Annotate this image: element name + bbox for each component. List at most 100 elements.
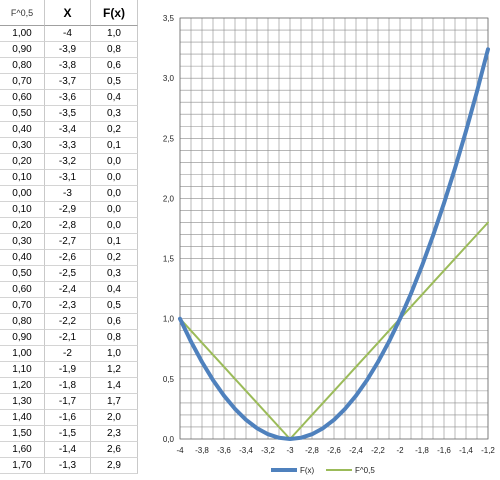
cell-f05[interactable]: 0,50 bbox=[0, 266, 45, 282]
cell-f05[interactable]: 1,10 bbox=[0, 362, 45, 378]
cell-f05[interactable]: 1,60 bbox=[0, 442, 45, 458]
cell-f05[interactable]: 0,10 bbox=[0, 202, 45, 218]
cell-fx[interactable]: 0,4 bbox=[91, 90, 138, 106]
cell-x[interactable]: -1,8 bbox=[45, 378, 91, 394]
cell-fx[interactable]: 2,0 bbox=[91, 410, 138, 426]
cell-x[interactable]: -3,4 bbox=[45, 122, 91, 138]
cell-x[interactable]: -3,8 bbox=[45, 58, 91, 74]
cell-f05[interactable]: 0,50 bbox=[0, 106, 45, 122]
cell-fx[interactable]: 1,2 bbox=[91, 362, 138, 378]
cell-fx[interactable]: 1,7 bbox=[91, 394, 138, 410]
cell-f05[interactable]: 0,00 bbox=[0, 186, 45, 202]
cell-f05[interactable]: 1,50 bbox=[0, 426, 45, 442]
cell-fx[interactable]: 0,0 bbox=[91, 186, 138, 202]
column-header-x[interactable]: X bbox=[45, 0, 91, 26]
x-tick-label: -4 bbox=[176, 446, 184, 455]
cell-f05[interactable]: 0,30 bbox=[0, 138, 45, 154]
series-line-f05 bbox=[179, 221, 489, 440]
table-row: 0,30 -3,3 0,1 bbox=[0, 138, 138, 154]
cell-f05[interactable]: 1,00 bbox=[0, 346, 45, 362]
cell-f05[interactable]: 0,20 bbox=[0, 218, 45, 234]
x-tick-label: -3,4 bbox=[239, 446, 253, 455]
cell-fx[interactable]: 0,5 bbox=[91, 298, 138, 314]
cell-fx[interactable]: 0,0 bbox=[91, 218, 138, 234]
cell-f05[interactable]: 0,60 bbox=[0, 282, 45, 298]
cell-fx[interactable]: 0,3 bbox=[91, 266, 138, 282]
cell-f05[interactable]: 0,20 bbox=[0, 154, 45, 170]
cell-x[interactable]: -1,6 bbox=[45, 410, 91, 426]
table-row: 0,60 -2,4 0,4 bbox=[0, 282, 138, 298]
cell-f05[interactable]: 0,70 bbox=[0, 74, 45, 90]
cell-x[interactable]: -2,9 bbox=[45, 202, 91, 218]
cell-fx[interactable]: 0,5 bbox=[91, 74, 138, 90]
cell-x[interactable]: -3,5 bbox=[45, 106, 91, 122]
cell-fx[interactable]: 2,6 bbox=[91, 442, 138, 458]
cell-f05[interactable]: 0,10 bbox=[0, 170, 45, 186]
cell-fx[interactable]: 2,9 bbox=[91, 458, 138, 474]
cell-f05[interactable]: 0,90 bbox=[0, 42, 45, 58]
column-header-f05[interactable]: F^0,5 bbox=[0, 0, 45, 26]
cell-x[interactable]: -1,5 bbox=[45, 426, 91, 442]
cell-fx[interactable]: 0,0 bbox=[91, 154, 138, 170]
cell-fx[interactable]: 0,3 bbox=[91, 106, 138, 122]
cell-x[interactable]: -1,4 bbox=[45, 442, 91, 458]
cell-f05[interactable]: 1,20 bbox=[0, 378, 45, 394]
cell-f05[interactable]: 1,40 bbox=[0, 410, 45, 426]
cell-x[interactable]: -3 bbox=[45, 186, 91, 202]
cell-fx[interactable]: 0,2 bbox=[91, 122, 138, 138]
cell-fx[interactable]: 0,4 bbox=[91, 282, 138, 298]
cell-x[interactable]: -2,7 bbox=[45, 234, 91, 250]
cell-x[interactable]: -2 bbox=[45, 346, 91, 362]
cell-x[interactable]: -2,8 bbox=[45, 218, 91, 234]
cell-x[interactable]: -4 bbox=[45, 26, 91, 42]
cell-x[interactable]: -3,6 bbox=[45, 90, 91, 106]
cell-f05[interactable]: 1,00 bbox=[0, 26, 45, 42]
cell-fx[interactable]: 0,0 bbox=[91, 170, 138, 186]
chart-area[interactable]: 0,0 0,5 1,0 1,5 2,0 2,5 3,0 3,5 -4 -3,8 -3,6 -3,4 -3… bbox=[138, 0, 500, 480]
x-tick-label: -1,4 bbox=[459, 446, 473, 455]
cell-x[interactable]: -3,2 bbox=[45, 154, 91, 170]
cell-x[interactable]: -2,4 bbox=[45, 282, 91, 298]
cell-f05[interactable]: 0,40 bbox=[0, 250, 45, 266]
cell-x[interactable]: -3,3 bbox=[45, 138, 91, 154]
cell-fx[interactable]: 0,8 bbox=[91, 42, 138, 58]
table-row: 1,70 -1,3 2,9 bbox=[0, 458, 138, 474]
cell-fx[interactable]: 2,3 bbox=[91, 426, 138, 442]
cell-fx[interactable]: 1,0 bbox=[91, 26, 138, 42]
cell-fx[interactable]: 1,4 bbox=[91, 378, 138, 394]
y-tick-label: 3,5 bbox=[163, 14, 175, 23]
cell-f05[interactable]: 0,80 bbox=[0, 58, 45, 74]
x-tick-label: -2,8 bbox=[305, 446, 319, 455]
cell-x[interactable]: -1,3 bbox=[45, 458, 91, 474]
cell-x[interactable]: -3,7 bbox=[45, 74, 91, 90]
cell-fx[interactable]: 0,1 bbox=[91, 138, 138, 154]
cell-x[interactable]: -1,9 bbox=[45, 362, 91, 378]
cell-f05[interactable]: 0,70 bbox=[0, 298, 45, 314]
cell-x[interactable]: -3,1 bbox=[45, 170, 91, 186]
cell-f05[interactable]: 0,30 bbox=[0, 234, 45, 250]
cell-x[interactable]: -2,2 bbox=[45, 314, 91, 330]
cell-f05[interactable]: 0,40 bbox=[0, 122, 45, 138]
cell-f05[interactable]: 0,90 bbox=[0, 330, 45, 346]
y-tick-label: 2,5 bbox=[163, 134, 175, 143]
cell-x[interactable]: -2,3 bbox=[45, 298, 91, 314]
cell-f05[interactable]: 1,30 bbox=[0, 394, 45, 410]
cell-x[interactable]: -2,6 bbox=[45, 250, 91, 266]
y-tick-label: 2,0 bbox=[163, 194, 175, 203]
cell-x[interactable]: -1,7 bbox=[45, 394, 91, 410]
table-row: 0,10 -2,9 0,0 bbox=[0, 202, 138, 218]
cell-fx[interactable]: 0,2 bbox=[91, 250, 138, 266]
cell-fx[interactable]: 0,1 bbox=[91, 234, 138, 250]
cell-f05[interactable]: 0,80 bbox=[0, 314, 45, 330]
cell-fx[interactable]: 0,6 bbox=[91, 58, 138, 74]
cell-fx[interactable]: 1,0 bbox=[91, 346, 138, 362]
cell-f05[interactable]: 1,70 bbox=[0, 458, 45, 474]
cell-fx[interactable]: 0,8 bbox=[91, 330, 138, 346]
column-header-fx[interactable]: F(x) bbox=[91, 0, 138, 26]
cell-x[interactable]: -2,1 bbox=[45, 330, 91, 346]
cell-f05[interactable]: 0,60 bbox=[0, 90, 45, 106]
cell-x[interactable]: -2,5 bbox=[45, 266, 91, 282]
cell-fx[interactable]: 0,6 bbox=[91, 314, 138, 330]
cell-x[interactable]: -3,9 bbox=[45, 42, 91, 58]
cell-fx[interactable]: 0,0 bbox=[91, 202, 138, 218]
